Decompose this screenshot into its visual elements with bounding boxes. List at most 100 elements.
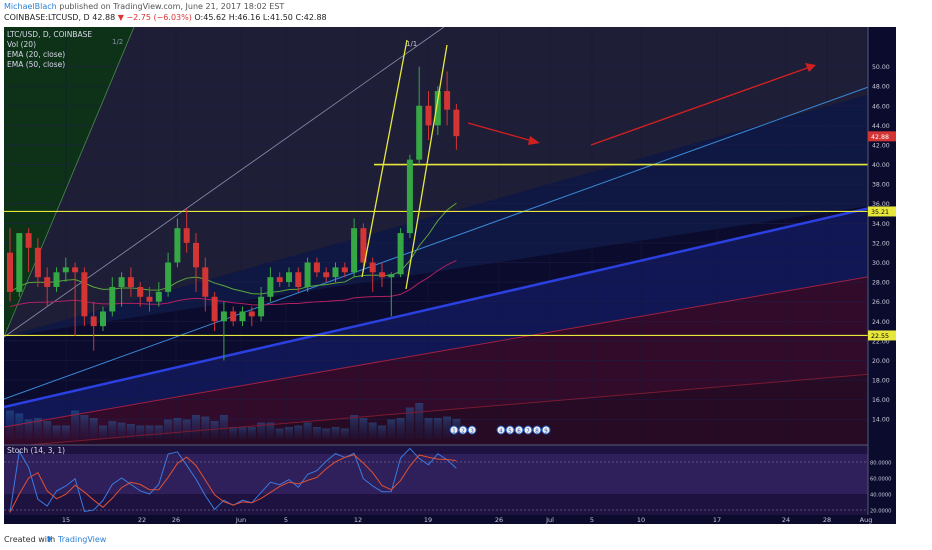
trendline-blue — [4, 200, 896, 409]
candle-body — [379, 272, 385, 278]
event-marker[interactable] — [514, 425, 524, 435]
time-tick-label: 19 — [424, 516, 432, 524]
candle-body — [137, 286, 144, 297]
candle-body — [369, 262, 376, 273]
author-link[interactable]: MichaelBlach — [4, 2, 57, 11]
candle-body — [146, 296, 153, 302]
fan-zone-blue — [4, 202, 896, 427]
event-marker[interactable] — [467, 425, 477, 435]
candle-body — [174, 228, 181, 263]
price-tick-label: 36.00 — [872, 201, 890, 208]
price-tick-label: 18.00 — [872, 378, 890, 385]
arrow-short-head — [528, 136, 540, 145]
event-marker[interactable] — [541, 425, 551, 435]
candle-body — [90, 316, 97, 327]
event-marker[interactable] — [532, 425, 542, 435]
volume-bar — [154, 425, 163, 439]
event-markers[interactable]: 1 2 3 4 5 6 7 8 9 — [449, 425, 551, 435]
candle-body — [44, 277, 51, 287]
candle-body — [100, 311, 106, 327]
volume-bar — [340, 428, 349, 439]
price-label-box — [868, 330, 896, 341]
price-tick-label: 44.00 — [872, 123, 890, 130]
price-tick-label: 40.00 — [872, 162, 890, 169]
publish-info: MichaelBlach published on TradingView.co… — [4, 2, 284, 11]
created-with-text: Created with — [4, 535, 56, 544]
stoch-band — [4, 454, 868, 494]
volume-bar — [229, 427, 238, 439]
event-marker-label: 8 — [535, 429, 539, 435]
candle-body — [434, 91, 441, 126]
volume-bar — [126, 424, 135, 439]
ohlc-values: O:45.62 H:46.16 L:41.50 C:42.88 — [194, 13, 327, 22]
candle-body — [239, 311, 246, 322]
legend-volume[interactable]: Vol (20) — [7, 40, 37, 49]
legend-ema-50[interactable]: EMA (50, close) — [7, 60, 66, 69]
time-tick-label: 22 — [138, 516, 146, 524]
candle-body — [53, 272, 60, 287]
fan-zone-red — [4, 272, 896, 447]
volume-bar — [368, 422, 377, 439]
chart-title: LTC/USD, D, COINBASE — [7, 30, 93, 39]
support-levels — [4, 163, 868, 337]
chart-area[interactable]: 1/2 1/1 1 2 3 4 5 6 7 8 9 — [4, 27, 896, 524]
candle-body — [388, 274, 395, 278]
arrow-long — [590, 66, 811, 146]
candle-body — [360, 228, 367, 263]
event-marker[interactable] — [496, 425, 506, 435]
candle-body — [425, 105, 432, 126]
candle-body — [34, 247, 41, 278]
price-tick-label: 26.00 — [872, 299, 890, 306]
price-label: 22.55 — [871, 333, 889, 340]
time-tick-label: Aug — [860, 516, 873, 524]
volume-bar — [396, 418, 405, 439]
candle-body — [183, 228, 190, 243]
price-labels: 42.88 35.21 22.55 — [868, 131, 896, 341]
price-tick-label: 34.00 — [872, 221, 890, 228]
event-marker[interactable] — [458, 425, 468, 435]
event-marker-label: 7 — [526, 429, 530, 435]
price-tick-label: 46.00 — [872, 103, 890, 110]
volume-bar — [43, 421, 52, 439]
symbol-info: COINBASE:LTCUSD, D 42.88 ▼ −2.75 (−6.03%… — [4, 13, 327, 22]
candle-body — [323, 272, 330, 278]
legend-ema-20[interactable]: EMA (20, close) — [7, 50, 66, 59]
down-arrow-icon: ▼ — [117, 13, 124, 22]
time-axis — [4, 515, 896, 524]
price-tick-label: 50.00 — [872, 64, 890, 71]
price-label: 35.21 — [871, 209, 889, 216]
volume-bar — [238, 427, 247, 439]
volume-bar — [247, 427, 256, 439]
time-tick-label: 17 — [713, 516, 721, 524]
stoch-title: Stoch (14, 3, 1) — [7, 446, 65, 455]
time-tick-label: 26 — [172, 516, 180, 524]
time-tick-label: 15 — [62, 516, 70, 524]
time-tick-label: 12 — [354, 516, 362, 524]
event-marker[interactable] — [505, 425, 515, 435]
fan-label-half: 1/2 — [112, 38, 123, 46]
volume-bar — [294, 425, 303, 439]
event-marker-label: 2 — [461, 429, 465, 435]
price-axis — [868, 27, 896, 524]
volume-bars — [6, 403, 461, 439]
price-axis-labels: 50.00 48.00 46.00 44.00 42.00 40.00 38.00 36.00… — [872, 64, 890, 424]
volume-bar — [99, 425, 107, 439]
event-marker[interactable] — [449, 425, 459, 435]
price-tick-label: 42.00 — [872, 142, 890, 149]
stoch-tick-label: 20.0000 — [870, 509, 891, 515]
candle-body — [72, 267, 79, 273]
volume-bar — [350, 415, 359, 439]
event-marker-label: 5 — [508, 429, 512, 435]
stoch-tick-label: 40.0000 — [870, 493, 891, 499]
volume-bar — [145, 425, 154, 439]
event-marker[interactable] — [523, 425, 533, 435]
candle-body — [406, 159, 413, 234]
candle-body — [25, 233, 32, 248]
volume-bar — [89, 418, 98, 439]
event-marker-label: 6 — [517, 429, 521, 435]
price-chart[interactable]: 1/2 1/1 1 2 3 4 5 6 7 8 9 — [4, 27, 896, 524]
tradingview-link[interactable]: TradingView — [58, 535, 107, 544]
candle-body — [444, 91, 451, 110]
volume-bar — [210, 421, 219, 439]
volume-bar — [6, 410, 14, 439]
